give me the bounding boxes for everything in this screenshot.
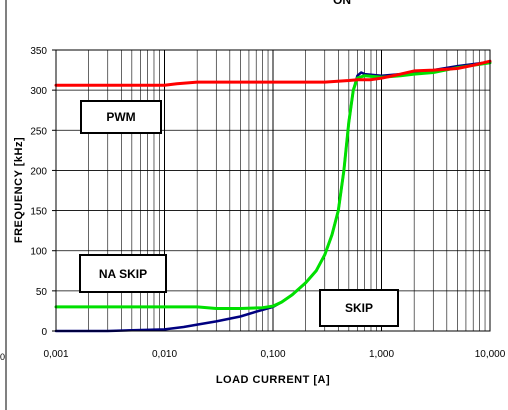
- y-axis-title: FREQUENCY [kHz]: [13, 137, 25, 243]
- pwm-label-box: PWM: [80, 100, 162, 134]
- y-tick-label: 50: [36, 287, 48, 298]
- corner-mark: 0: [0, 352, 5, 362]
- x-tick-label: 1,000: [369, 349, 394, 360]
- x-axis-title: LOAD CURRENT [A]: [216, 374, 330, 386]
- x-tick-label: 0,010: [152, 349, 177, 360]
- pwm-label: PWM: [106, 110, 135, 124]
- na-skip-label: NA SKIP: [99, 267, 147, 281]
- y-tick-label: 250: [30, 126, 47, 137]
- series-line-skip: [54, 61, 492, 310]
- header-fragment: ON: [333, 0, 351, 7]
- y-tick-labels: 0 50 100 150 200 250 300 350: [30, 46, 56, 338]
- y-tick-label: 200: [30, 166, 47, 177]
- plot-curves: [54, 59, 492, 333]
- na-skip-label-box: NA SKIP: [79, 254, 167, 293]
- y-tick-label: 350: [30, 46, 47, 57]
- x-tick-label: 0,001: [43, 349, 68, 360]
- x-tick-label: 0,100: [260, 349, 285, 360]
- skip-label: SKIP: [345, 301, 373, 315]
- y-tick-label: 300: [30, 86, 47, 97]
- series-line-pwm: [54, 59, 492, 87]
- x-tick-labels: 0,001 0,010 0,100 1,000 10,000: [43, 349, 505, 360]
- x-tick-label: 10,000: [475, 349, 506, 360]
- plot-area-border: [55, 49, 491, 332]
- skip-label-box: SKIP: [319, 289, 399, 327]
- y-tick-label: 150: [30, 207, 47, 218]
- y-tick-label: 100: [30, 247, 47, 258]
- y-tick-label: 0: [41, 327, 47, 338]
